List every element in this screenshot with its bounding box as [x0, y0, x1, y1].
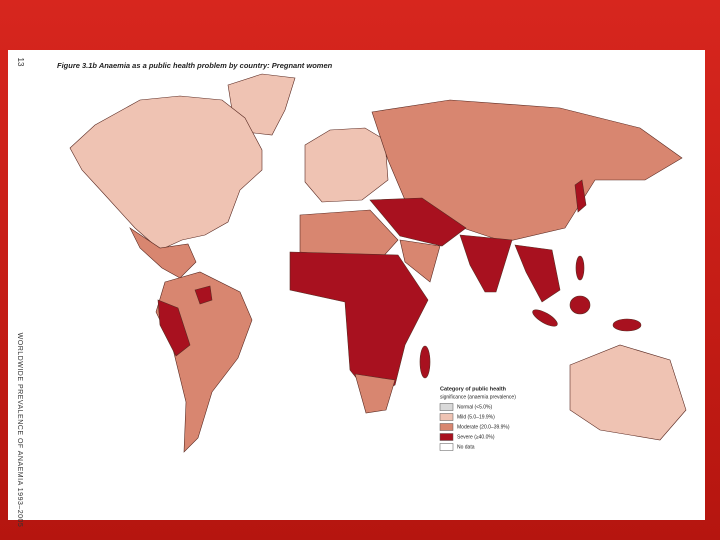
sumatra	[532, 309, 558, 327]
page-number: 13	[16, 58, 25, 67]
legend-swatch	[439, 413, 454, 421]
southern-africa	[354, 373, 396, 414]
madagascar	[419, 345, 431, 379]
world-map	[69, 73, 687, 453]
middle-east	[369, 197, 467, 247]
side-text: WORLDWIDE PREVALENCE OF ANAEMIA 1993–200…	[16, 333, 23, 528]
peru	[157, 299, 191, 357]
legend-label: Severe (≥40.0%)	[457, 434, 495, 440]
japan	[574, 179, 587, 213]
legend: Category of public health significance (…	[439, 386, 516, 451]
legend-swatch	[439, 433, 454, 441]
figure-title: Figure 3.1b Anaemia as a public health p…	[57, 61, 333, 70]
legend-swatch	[439, 423, 454, 431]
legend-label: Moderate (20.0–39.9%)	[457, 424, 510, 430]
legend-title: Category of public health	[440, 386, 507, 392]
europe	[304, 127, 389, 203]
legend-label: No data	[457, 444, 475, 450]
venezuela	[194, 285, 213, 305]
legend-label: Normal (<5.0%)	[457, 404, 492, 410]
central-america	[129, 227, 197, 279]
north-africa	[299, 209, 399, 261]
new-guinea	[612, 318, 642, 332]
north-america	[69, 95, 263, 251]
legend-swatch	[439, 443, 454, 451]
southeast-asia	[514, 244, 561, 303]
philippines	[575, 255, 585, 281]
arabia	[399, 239, 441, 283]
australia	[569, 344, 687, 441]
india	[459, 234, 513, 293]
legend-swatch	[439, 403, 454, 411]
borneo	[569, 295, 591, 315]
legend-label: Mild (5.0–19.9%)	[457, 414, 495, 420]
legend-subtitle: significance (anaemia prevalence)	[440, 394, 516, 400]
